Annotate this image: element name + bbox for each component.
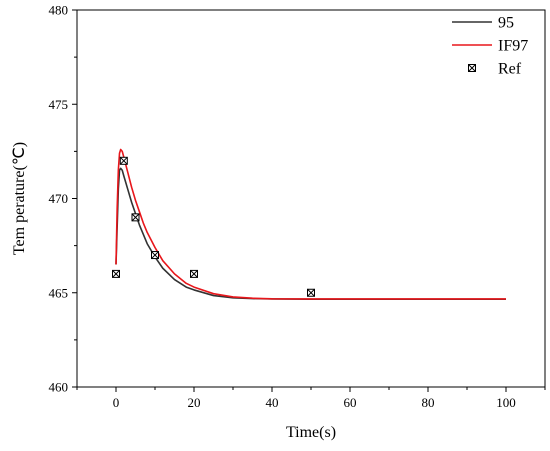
legend-label: 95 bbox=[498, 15, 514, 32]
x-tick-label: 40 bbox=[266, 395, 279, 410]
series-layer bbox=[112, 148, 506, 300]
legend-label: IF97 bbox=[498, 38, 528, 55]
legend: 95 IF97 Ref bbox=[452, 15, 528, 78]
y-tick-label: 475 bbox=[49, 97, 69, 112]
y-tick-label: 460 bbox=[49, 380, 69, 395]
y-tick-label: 465 bbox=[49, 285, 69, 300]
data-point-ref bbox=[131, 213, 140, 222]
data-point-ref bbox=[119, 156, 128, 165]
legend-swatch bbox=[468, 64, 476, 72]
data-point-ref bbox=[151, 251, 159, 260]
legend-item-if97: IF97 bbox=[452, 38, 528, 55]
data-point-ref bbox=[112, 269, 120, 278]
x-tick-label: 60 bbox=[344, 395, 357, 410]
legend-item-95: 95 bbox=[452, 15, 514, 32]
y-axis-title: Tem perature(℃) bbox=[11, 142, 28, 255]
x-tick-label: 0 bbox=[113, 395, 120, 410]
x-tick-label: 20 bbox=[188, 395, 201, 410]
y-tick-label: 480 bbox=[49, 3, 69, 18]
legend-item-ref: Ref bbox=[468, 61, 522, 78]
data-point-ref bbox=[307, 288, 315, 297]
x-tick-label: 80 bbox=[422, 395, 435, 410]
axis-layer: 0 20 40 60 80 100 460 465 470 475 480 bbox=[49, 3, 546, 410]
legend-label: Ref bbox=[498, 61, 522, 78]
x-axis-title: Time(s) bbox=[286, 424, 336, 441]
y-tick-label: 470 bbox=[49, 191, 69, 206]
x-tick-label: 100 bbox=[496, 395, 516, 410]
data-point-ref bbox=[190, 269, 198, 278]
